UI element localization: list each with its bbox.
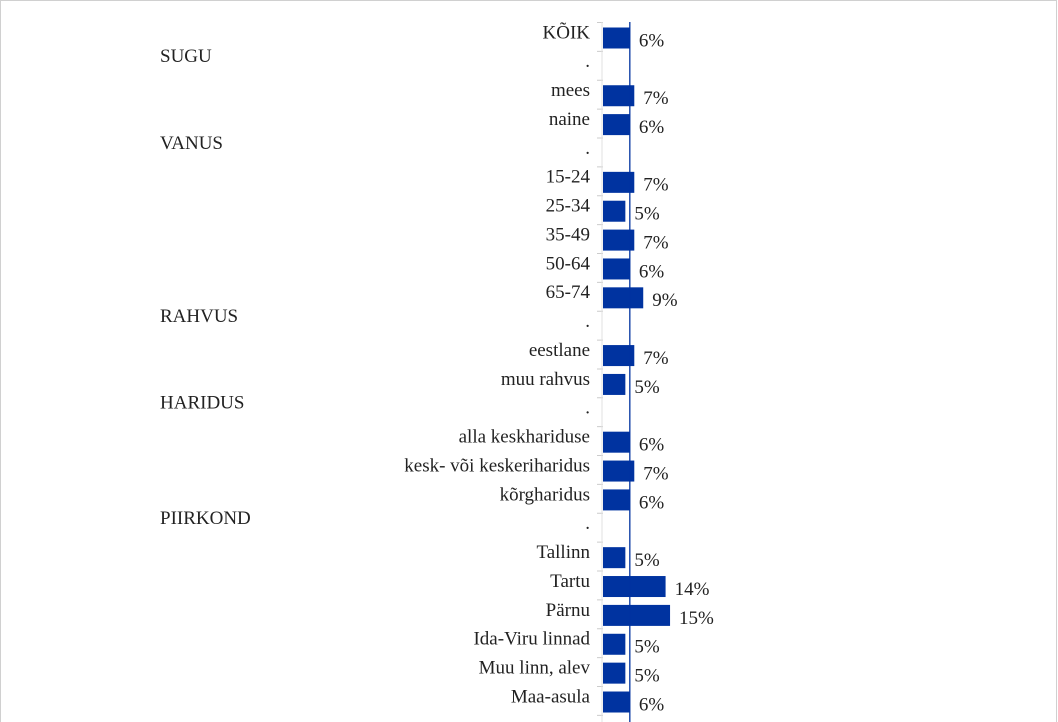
- category-label: alla keskhariduse: [459, 427, 590, 448]
- bar: [603, 200, 626, 222]
- bar: [603, 662, 626, 684]
- category-label: Tallinn: [536, 542, 590, 563]
- category-label: .: [585, 398, 590, 419]
- bar: [603, 460, 635, 482]
- bar: [603, 287, 644, 309]
- bar: [603, 604, 671, 626]
- bar: [603, 576, 666, 598]
- bar: [603, 633, 626, 655]
- bar: [603, 547, 626, 569]
- bar: [603, 85, 635, 107]
- category-label: .: [585, 51, 590, 72]
- category-label: muu rahvus: [501, 369, 590, 390]
- category-label: 25-34: [546, 196, 591, 217]
- category-label: eestlane: [529, 340, 590, 361]
- value-label: 6%: [639, 435, 665, 456]
- category-label: Muu linn, alev: [479, 657, 591, 678]
- category-label: kõrgharidus: [500, 484, 590, 505]
- value-label: 5%: [634, 550, 660, 571]
- value-label: 6%: [639, 117, 665, 138]
- value-label: 15%: [679, 608, 714, 629]
- category-label: 15-24: [546, 167, 591, 188]
- bar: [603, 114, 630, 136]
- category-label: 50-64: [546, 253, 591, 274]
- value-label: 6%: [639, 30, 665, 51]
- bar: [603, 489, 630, 511]
- group-label: SUGU: [160, 46, 212, 67]
- category-label: mees: [551, 80, 590, 101]
- category-label: .: [585, 311, 590, 332]
- value-label: 5%: [634, 204, 660, 225]
- value-label: 5%: [634, 637, 660, 658]
- category-label: Ida-Viru linnad: [473, 629, 590, 650]
- category-label: Maa-asula: [511, 686, 591, 707]
- value-label: 7%: [643, 463, 669, 484]
- value-label: 9%: [652, 290, 678, 311]
- group-label: HARIDUS: [160, 393, 244, 414]
- category-label: KÕIK: [543, 21, 591, 43]
- value-label: 7%: [643, 175, 669, 196]
- bar: [603, 258, 630, 280]
- value-label: 5%: [634, 377, 660, 398]
- category-label: Tartu: [550, 571, 590, 592]
- value-label: 7%: [643, 88, 669, 109]
- value-label: 5%: [634, 665, 660, 686]
- bar: [603, 691, 630, 713]
- group-label: VANUS: [160, 133, 223, 154]
- bar: [603, 345, 635, 367]
- category-label: 35-49: [546, 224, 590, 245]
- value-label: 6%: [639, 261, 665, 282]
- category-label: naine: [549, 109, 590, 130]
- value-label: 7%: [643, 232, 669, 253]
- value-label: 6%: [639, 492, 665, 513]
- value-label: 6%: [639, 694, 665, 715]
- bar: [603, 431, 630, 453]
- category-label: .: [585, 138, 590, 159]
- category-label: .: [585, 513, 590, 534]
- value-label: 7%: [643, 348, 669, 369]
- category-label: 65-74: [546, 282, 591, 303]
- bar: [603, 373, 626, 395]
- group-label: RAHVUS: [160, 306, 238, 327]
- category-label: Pärnu: [546, 600, 591, 621]
- bar: [603, 171, 635, 193]
- category-label: kesk- või keskeriharidus: [404, 455, 590, 476]
- value-label: 14%: [675, 579, 710, 600]
- bar: [603, 27, 630, 49]
- bar: [603, 229, 635, 251]
- group-label: PIIRKOND: [160, 508, 251, 529]
